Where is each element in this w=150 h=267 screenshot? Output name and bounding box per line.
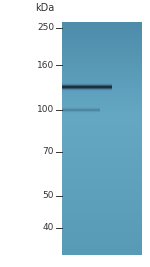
Text: 50: 50 bbox=[42, 191, 54, 201]
Text: 70: 70 bbox=[42, 147, 54, 156]
Text: 250: 250 bbox=[37, 23, 54, 33]
Text: kDa: kDa bbox=[35, 3, 54, 13]
Text: 100: 100 bbox=[37, 105, 54, 115]
Text: 160: 160 bbox=[37, 61, 54, 69]
Text: 40: 40 bbox=[43, 223, 54, 233]
